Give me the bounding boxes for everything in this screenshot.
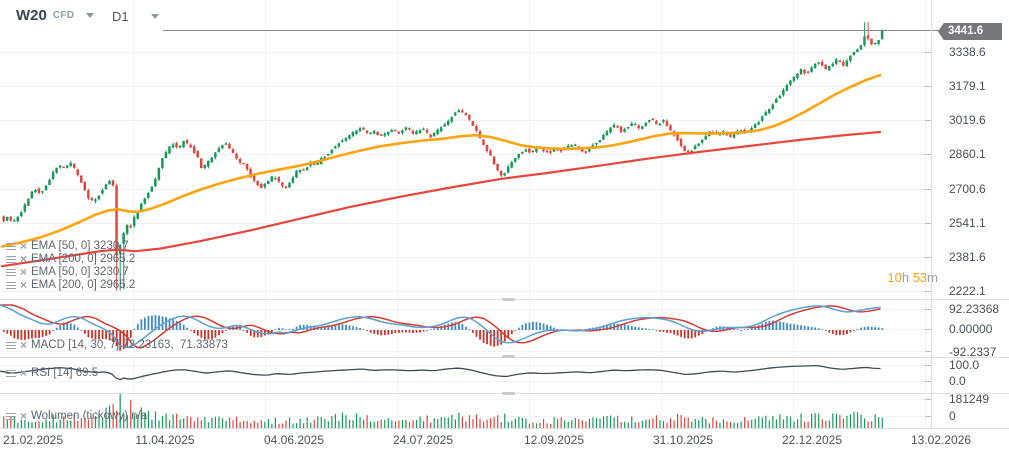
remove-indicator-icon[interactable]: × <box>20 278 28 292</box>
indicator-label: RSI [14] 69.5 <box>31 367 99 379</box>
chevron-down-icon <box>150 14 159 19</box>
indicator-row-ema200-b: × EMA [200, 0] 2965.2 <box>6 279 135 291</box>
chevron-down-icon <box>86 13 95 18</box>
price-axis-label: 2381.6 <box>949 250 986 264</box>
date-axis-label: 21.02.2025 <box>2 433 64 447</box>
timeframe-label: D1 <box>112 9 129 24</box>
volume-axis-label: 0 <box>949 409 956 423</box>
price-axis-label: 3179.1 <box>949 79 986 93</box>
countdown-minutes: 53 <box>912 270 928 285</box>
price-axis-label: 3019.6 <box>949 113 986 127</box>
indicator-label: EMA [200, 0] 2965.2 <box>31 279 136 291</box>
date-axis-label: 04.06.2025 <box>263 433 325 447</box>
panel-resize-handle[interactable] <box>502 298 515 301</box>
instrument-type-badge: CFD <box>52 10 75 21</box>
indicator-settings-icon[interactable] <box>6 281 16 290</box>
price-axis-label: 3338.6 <box>949 45 986 59</box>
indicator-settings-icon[interactable] <box>6 412 16 421</box>
timeframe-selector[interactable]: D1 <box>112 9 159 24</box>
countdown-minutes-unit: m <box>927 270 938 285</box>
symbol-selector[interactable]: W20 CFD <box>16 7 95 24</box>
date-axis-label: 31.10.2025 <box>652 433 714 447</box>
remove-indicator-icon[interactable]: × <box>20 265 28 279</box>
price-axis-label: 2222.1 <box>949 284 986 298</box>
remove-indicator-icon[interactable]: × <box>20 366 28 380</box>
indicator-row-rsi: × RSI [14] 69.5 <box>6 367 98 379</box>
remove-indicator-icon[interactable]: × <box>20 338 28 352</box>
candle-countdown: 10h 53m <box>887 270 938 285</box>
remove-indicator-icon[interactable]: × <box>20 409 28 423</box>
symbol-name: W20 <box>16 7 47 24</box>
indicator-settings-icon[interactable] <box>6 341 16 350</box>
indicator-row-ema50-b: × EMA [50, 0] 3230.7 <box>6 266 129 278</box>
indicator-label: EMA [50, 0] 3230.7 <box>31 240 129 252</box>
date-axis-label: 12.09.2025 <box>523 433 585 447</box>
date-axis-label: 11.04.2025 <box>135 433 195 447</box>
indicator-row-volume: × Wolumen (tickowy) n/a <box>6 410 147 422</box>
price-axis-label: 2700.6 <box>949 182 986 196</box>
indicator-settings-icon[interactable] <box>6 369 16 378</box>
indicator-row-ema200: × EMA [200, 0] 2965.2 <box>6 253 135 265</box>
rsi-axis-label: 100.0 <box>949 358 980 372</box>
indicator-row-macd: × MACD [14, 30, 7] 72.23163, 71.33873 <box>6 339 228 351</box>
indicator-label: EMA [50, 0] 3230.7 <box>31 266 129 278</box>
indicator-row-ema50: × EMA [50, 0] 3230.7 <box>6 240 129 252</box>
countdown-hours: 10 <box>887 270 902 285</box>
panel-resize-handle[interactable] <box>502 392 515 395</box>
panel-resize-handle[interactable] <box>502 355 515 358</box>
countdown-hours-unit: h <box>901 270 913 285</box>
remove-indicator-icon[interactable]: × <box>20 239 28 253</box>
macd-axis-label: -92.2337 <box>949 345 997 359</box>
date-axis-label: 22.12.2025 <box>781 433 843 447</box>
price-axis-label: 2860.1 <box>949 147 986 161</box>
indicator-settings-icon[interactable] <box>6 255 16 264</box>
indicator-settings-icon[interactable] <box>6 268 16 277</box>
indicator-label: MACD [14, 30, 7] 72.23163, 71.33873 <box>31 339 228 351</box>
indicator-label: Wolumen (tickowy) n/a <box>31 410 148 422</box>
current-price-tag: 3441.6 <box>938 23 1002 40</box>
date-axis-label: 24.07.2025 <box>392 433 454 447</box>
volume-axis-label: 181249 <box>949 392 990 406</box>
macd-axis-label: 92.23368 <box>949 302 1000 316</box>
date-axis-label: 13.02.2026 <box>910 433 972 447</box>
indicator-settings-icon[interactable] <box>6 242 16 251</box>
remove-indicator-icon[interactable]: × <box>20 252 28 266</box>
price-axis-label: 2541.1 <box>949 216 986 230</box>
rsi-axis-label: 0.0 <box>949 374 966 388</box>
indicator-label: EMA [200, 0] 2965.2 <box>31 253 136 265</box>
macd-axis-label: 0.00000 <box>949 322 993 336</box>
